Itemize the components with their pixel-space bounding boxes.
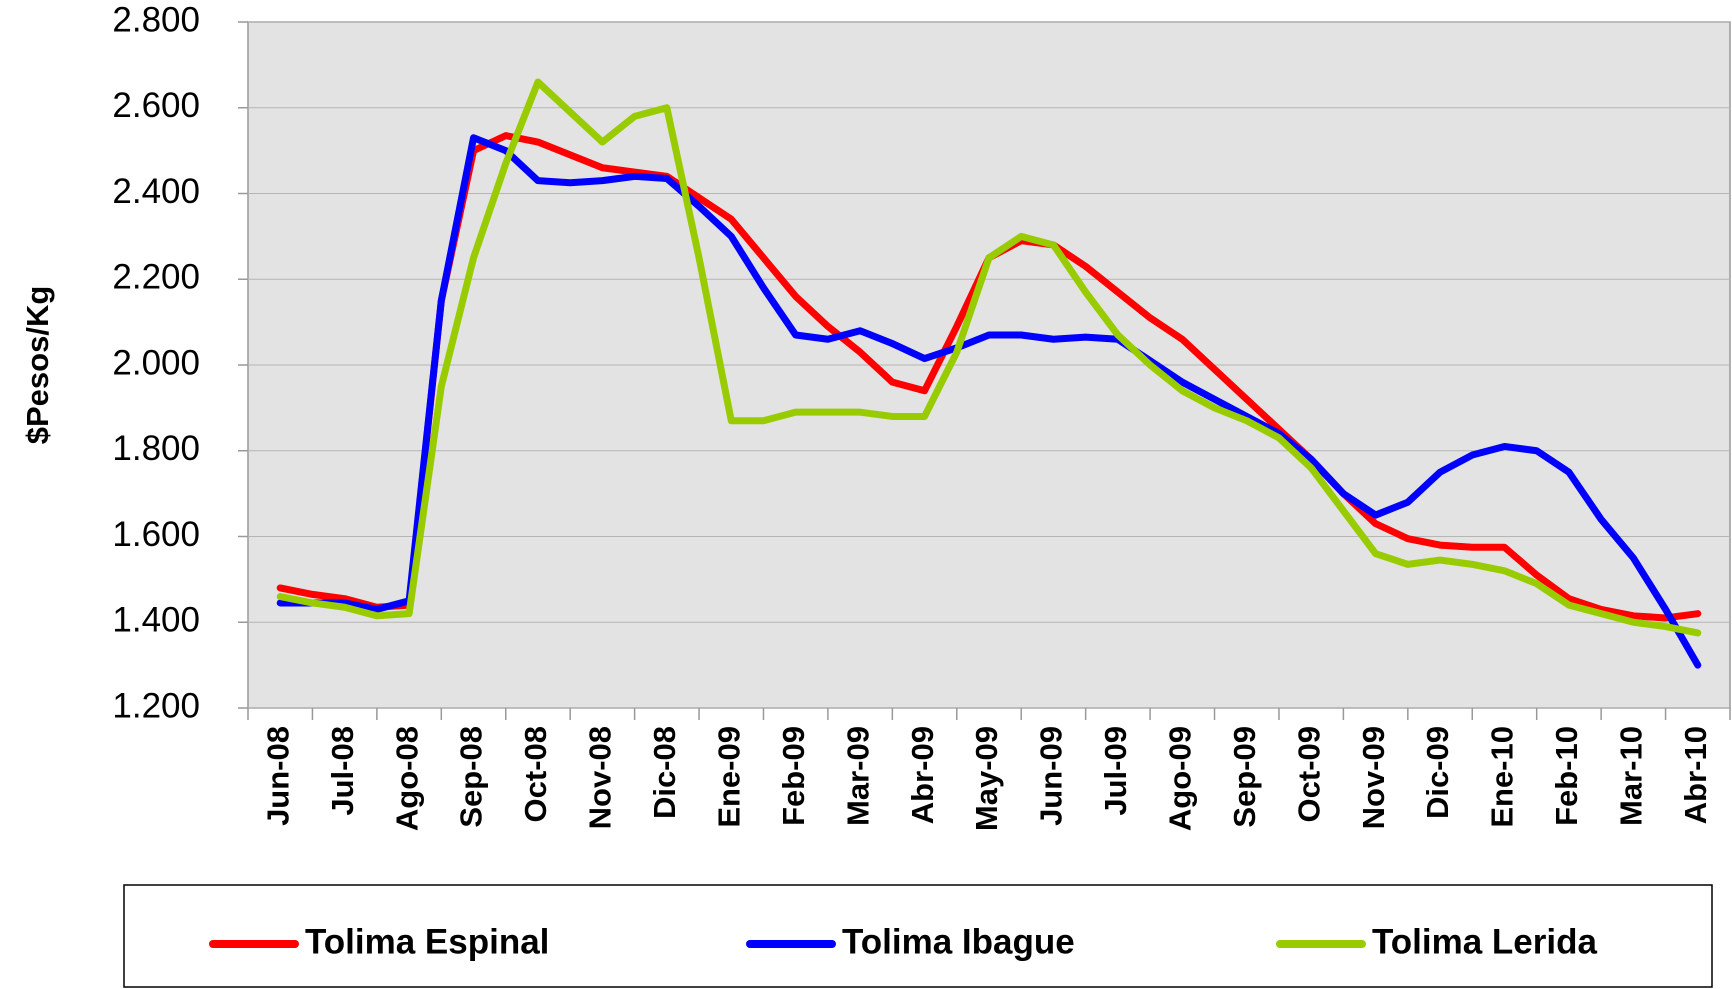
x-tick-label: Nov-08 <box>583 726 618 829</box>
x-tick-label: Ago-09 <box>1162 726 1197 831</box>
x-tick-label: Feb-09 <box>776 726 811 826</box>
y-tick-label: 1.600 <box>112 515 200 554</box>
series-line <box>276 134 1702 669</box>
legend-box <box>123 884 1713 988</box>
y-tick-label: 1.200 <box>112 686 200 725</box>
x-tick-label: Jun-09 <box>1034 726 1069 826</box>
x-tick-label: Oct-08 <box>518 726 553 822</box>
x-tick-label: Dic-08 <box>647 726 682 819</box>
x-tick-label: Mar-09 <box>840 726 875 826</box>
x-tick-label: Feb-10 <box>1549 726 1584 826</box>
y-tick-label: 2.400 <box>112 172 200 211</box>
y-tick-label: 2.000 <box>112 343 200 382</box>
x-tick-label: Mar-10 <box>1614 726 1649 826</box>
y-tick-label: 2.800 <box>112 0 200 39</box>
legend-label: Tolima Espinal <box>305 922 549 961</box>
y-tick-label: 1.400 <box>112 601 200 640</box>
legend-label: Tolima Ibague <box>842 922 1075 961</box>
x-tick-label: Abr-10 <box>1678 726 1713 824</box>
y-tick-label: 1.800 <box>112 429 200 468</box>
x-tick-label: May-09 <box>969 726 1004 831</box>
x-tick-label: Oct-09 <box>1291 726 1326 822</box>
y-tick-label: 2.200 <box>112 258 200 297</box>
x-tick-label: Jun-08 <box>260 726 295 826</box>
x-tick-label: Ene-09 <box>711 726 746 828</box>
legend-label: Tolima Lerida <box>1372 922 1597 961</box>
x-tick-label: Dic-09 <box>1420 726 1455 819</box>
series-line <box>276 78 1702 637</box>
x-tick-label: Abr-09 <box>905 726 940 824</box>
x-tick-label: Sep-08 <box>454 726 489 828</box>
x-tick-label: Ago-08 <box>389 726 424 831</box>
y-tick-label: 2.600 <box>112 86 200 125</box>
x-tick-label: Ene-10 <box>1485 726 1520 828</box>
x-tick-label: Jul-09 <box>1098 726 1133 816</box>
x-tick-label: Nov-09 <box>1356 726 1391 829</box>
x-tick-label: Jul-08 <box>325 726 360 816</box>
x-tick-label: Sep-09 <box>1227 726 1262 828</box>
y-axis-label: $Pesos/Kg <box>20 286 55 445</box>
